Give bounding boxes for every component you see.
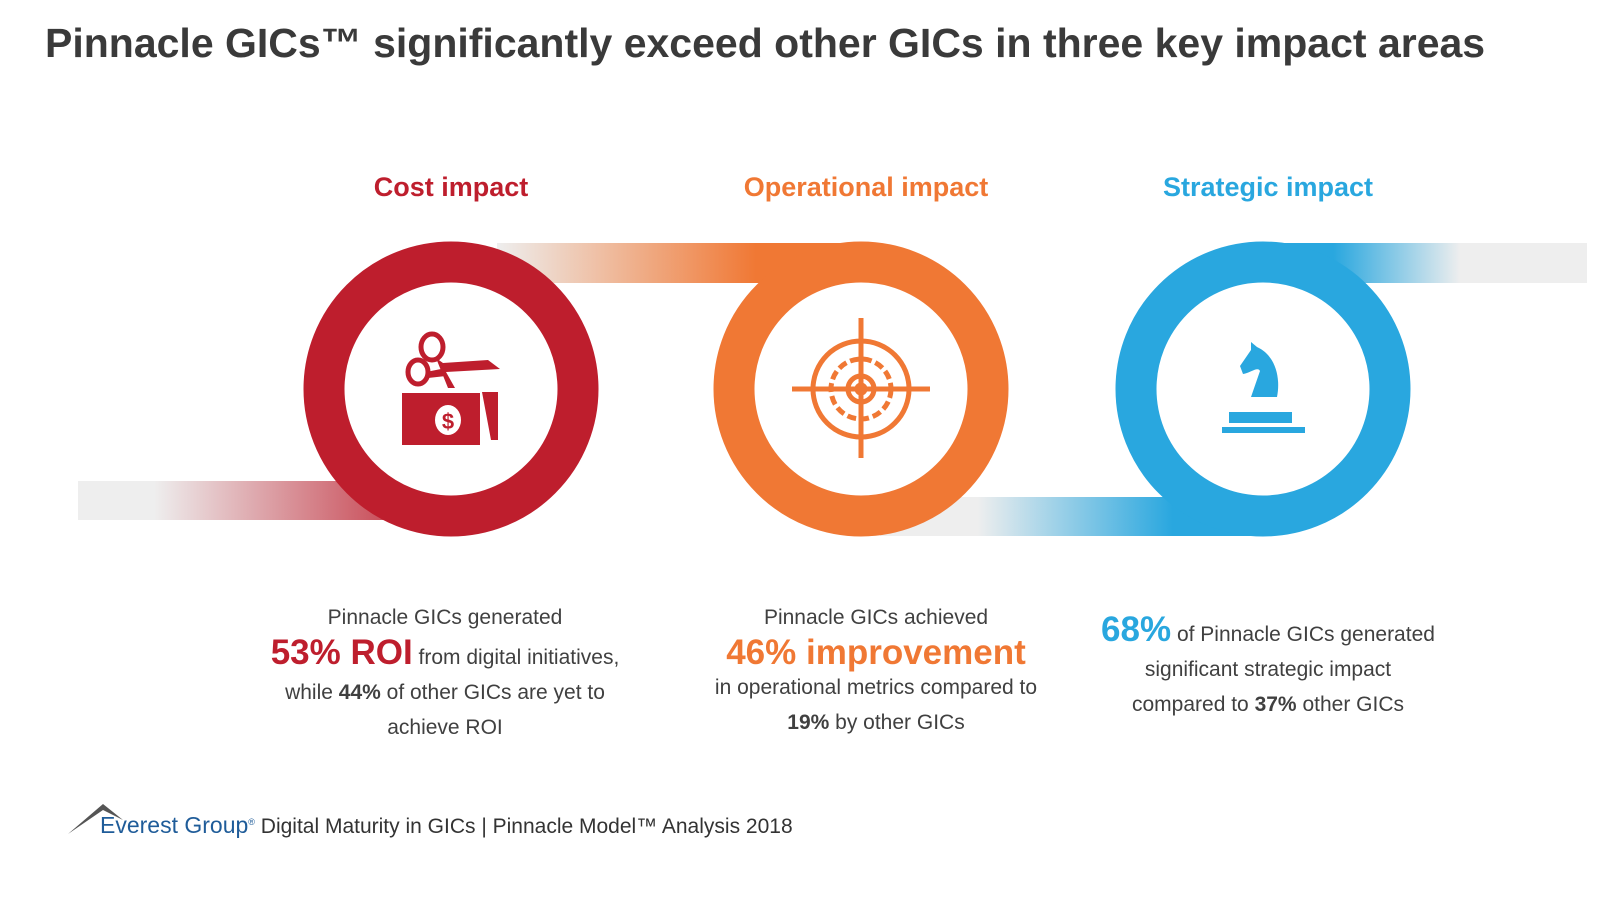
cost-highlight: 53% ROI [270, 633, 413, 672]
everest-mountain-logo-icon [68, 804, 123, 834]
op-highlight: 46% improvement [726, 633, 1026, 672]
t: while [285, 681, 339, 704]
strategic-heading: Strategic impact [1162, 172, 1374, 202]
target-gear-icon [792, 318, 930, 458]
scissors-cutting-money-icon: $ [402, 331, 500, 445]
cost-line: achieve ROI [387, 716, 503, 739]
st-line: 68% of Pinnacle GICs generated [1058, 612, 1478, 652]
operational-heading: Operational impact [743, 172, 989, 202]
footer-text: Digital Maturity in GICs | Pinnacle Mode… [254, 815, 793, 838]
strategic-text: 68% of Pinnacle GICs generated significa… [1058, 612, 1478, 722]
svg-text:$: $ [442, 409, 454, 434]
page-title: Pinnacle GICs™ significantly exceed othe… [45, 20, 1486, 66]
op-line: Pinnacle GICs achieved [763, 606, 989, 629]
cost-bold: 44% [338, 681, 381, 704]
cost-line: 53% ROI from digital initiatives, [235, 635, 655, 675]
footer: Everest Group® Digital Maturity in GICs … [68, 804, 793, 839]
op-bold: 19% [787, 711, 830, 734]
chess-knight-icon [1222, 342, 1305, 433]
t: of other GICs are yet to [380, 681, 605, 704]
reg-mark: ® [248, 817, 255, 827]
t: compared to [1132, 693, 1255, 716]
st-line: compared to 37% other GICs [1058, 687, 1478, 722]
cost-after: from digital initiatives, [412, 646, 620, 669]
cost-line: while 44% of other GICs are yet to [235, 675, 655, 710]
t: by other GICs [829, 711, 965, 734]
cost-line: Pinnacle GICs generated [327, 606, 563, 629]
cost-heading: Cost impact [373, 172, 529, 202]
cost-ring [303, 241, 599, 537]
st-highlight: 68% [1101, 610, 1172, 649]
op-line: in operational metrics compared to [714, 676, 1038, 699]
t: other GICs [1296, 693, 1404, 716]
op-line: 19% by other GICs [666, 705, 1086, 740]
operational-text: Pinnacle GICs achieved 46% improvement i… [666, 600, 1086, 740]
cost-text: Pinnacle GICs generated 53% ROI from dig… [235, 600, 655, 745]
t: of Pinnacle GICs generated [1171, 623, 1435, 646]
st-line: significant strategic impact [1144, 658, 1392, 681]
everest-group-logo: Everest Group [100, 812, 249, 838]
st-bold: 37% [1254, 693, 1297, 716]
